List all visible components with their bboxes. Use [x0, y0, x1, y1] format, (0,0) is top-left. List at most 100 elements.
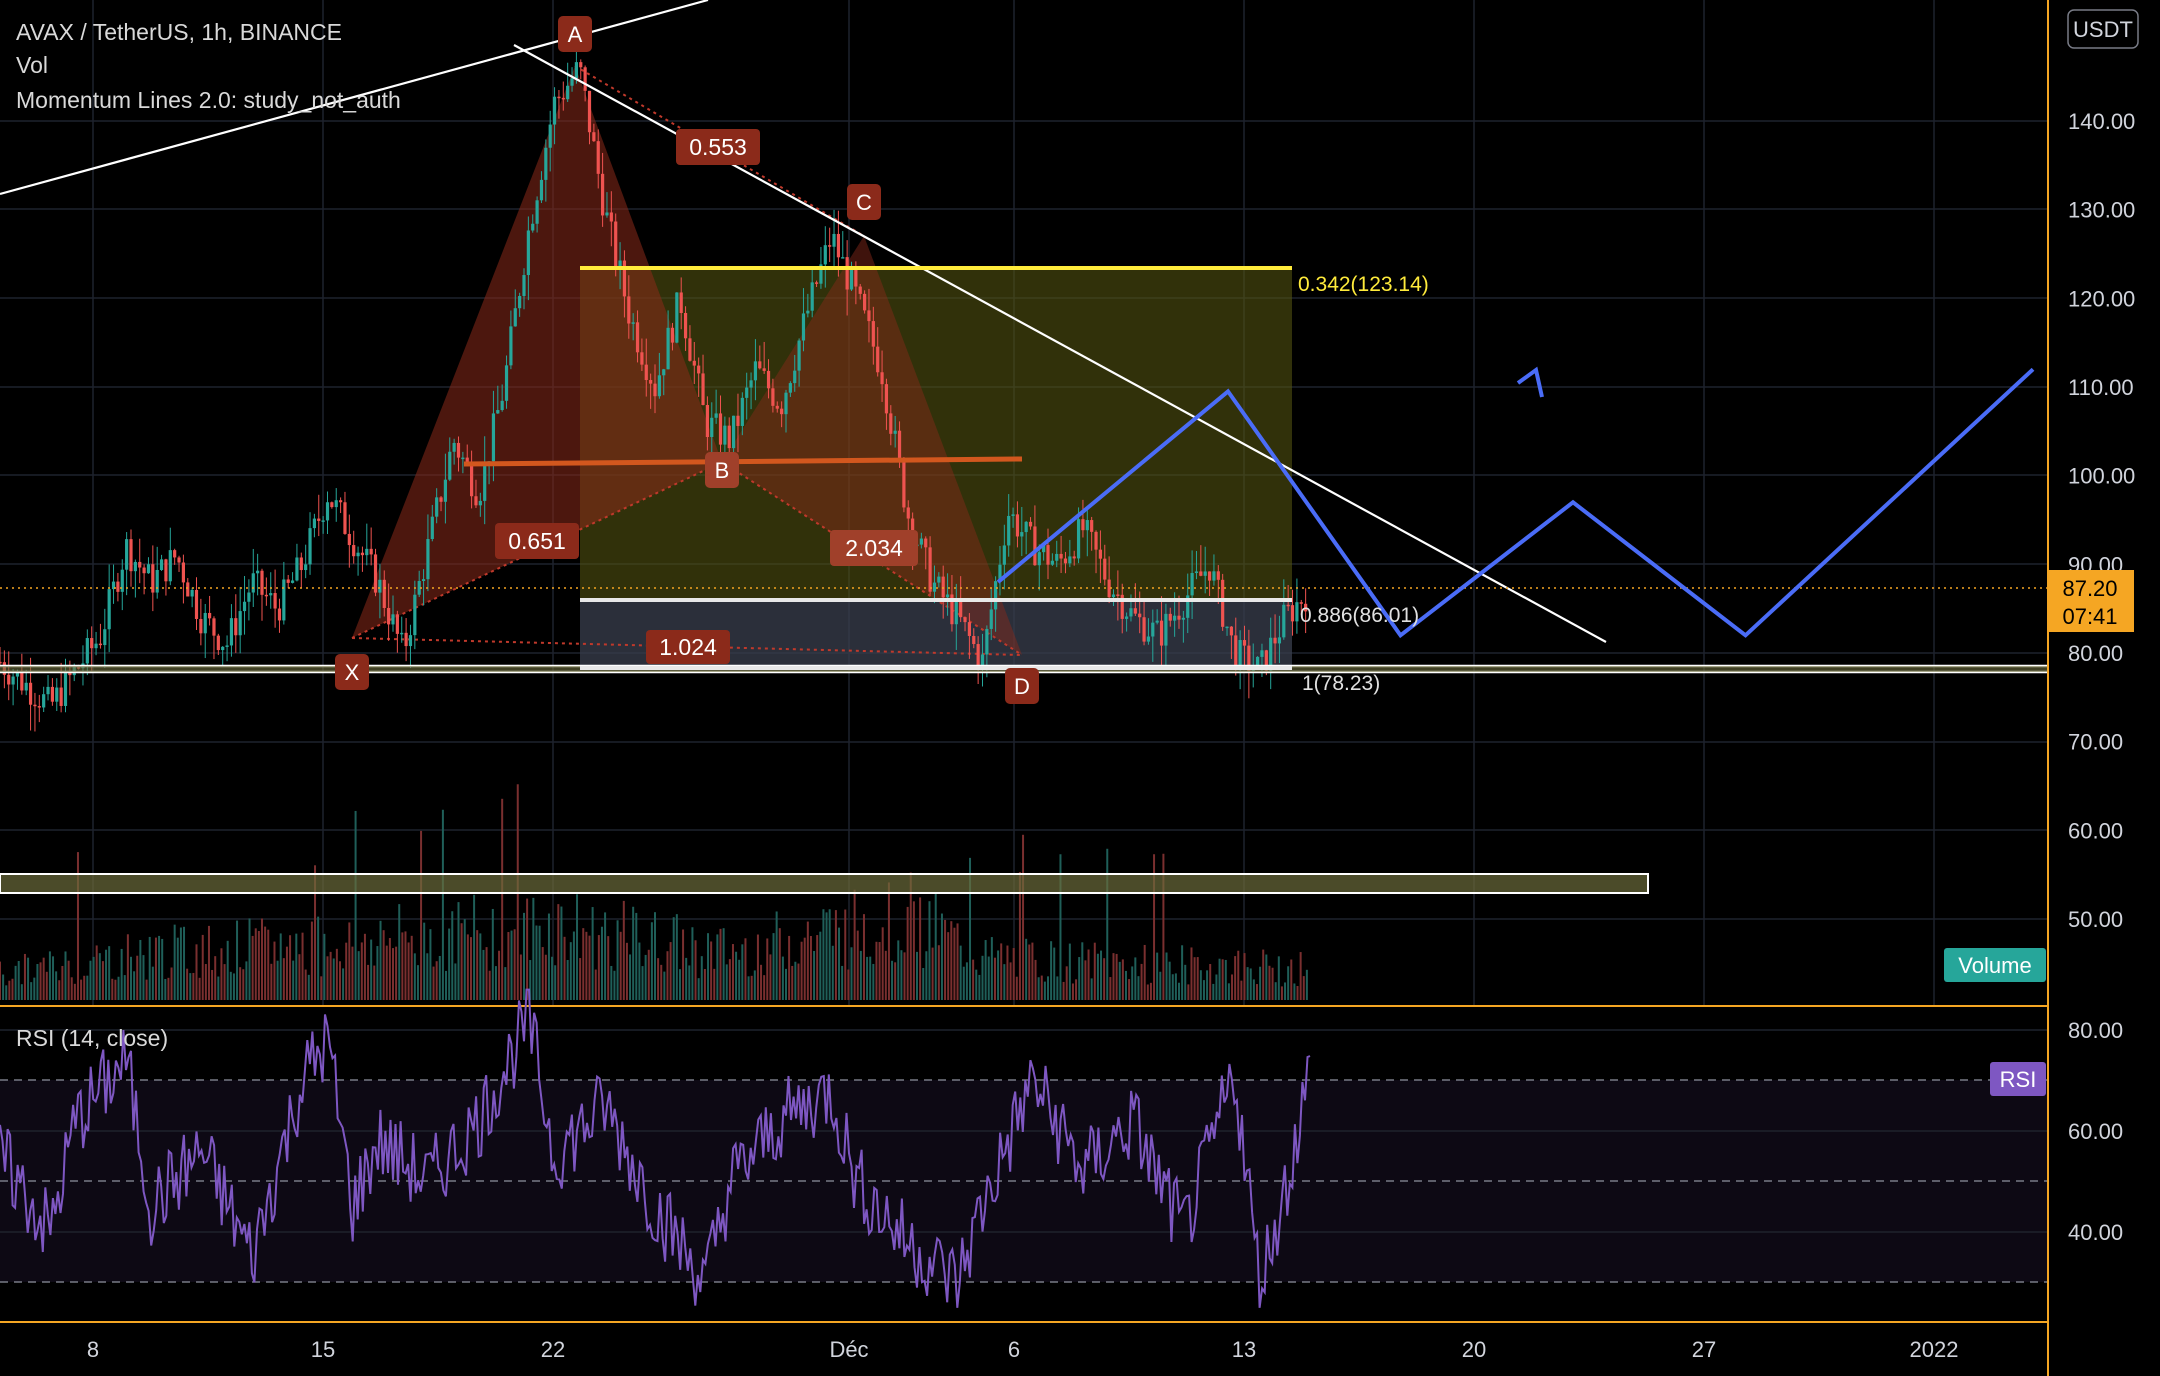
volume-bar: [242, 969, 245, 1000]
ratio-label-2034: 2.034: [830, 530, 918, 566]
volume-badge: Volume: [1944, 948, 2046, 982]
volume-bar: [189, 973, 192, 1000]
rsi-grid: [0, 1029, 2048, 1233]
candle-body: [1055, 553, 1059, 561]
fib-label-1: 1(78.23): [1302, 672, 1380, 695]
volume-bar: [373, 965, 376, 1000]
pattern-point-b[interactable]: B: [705, 452, 739, 488]
pattern-point-a[interactable]: A: [558, 16, 592, 52]
volume-bar: [1187, 984, 1190, 1000]
volume-bar: [797, 963, 800, 1000]
pattern-point-d[interactable]: D: [1005, 668, 1039, 704]
volume-bar: [657, 958, 660, 1000]
candle-body: [780, 408, 784, 415]
svg-text:D: D: [1014, 674, 1030, 699]
candle-body: [290, 580, 295, 583]
volume-bar: [186, 968, 189, 1000]
candle-body: [11, 676, 15, 685]
volume-bar: [950, 921, 953, 1000]
volume-bar: [881, 927, 884, 1000]
indicator-momentum-label[interactable]: Momentum Lines 2.0: study_not_auth: [16, 87, 401, 113]
candle-body: [474, 496, 478, 506]
candle-body: [421, 579, 426, 581]
volume-bar: [1075, 979, 1078, 1000]
pattern-point-c[interactable]: C: [847, 184, 881, 220]
candle-body: [269, 593, 273, 596]
volume-bar: [953, 927, 956, 1000]
volume-bar: [61, 965, 64, 1000]
volume-bar: [363, 933, 366, 1000]
candle-body: [229, 618, 234, 646]
volume-bar: [791, 965, 794, 1000]
candle-body: [1033, 526, 1037, 566]
pattern-point-x[interactable]: X: [335, 654, 369, 690]
candle-body: [417, 580, 421, 595]
volume-bar: [1174, 973, 1177, 1000]
volume-bar: [688, 965, 691, 1000]
ratio-label-0553: 0.553: [676, 129, 760, 165]
candle-body: [365, 548, 369, 556]
candle-body: [793, 370, 797, 384]
volume-bar: [856, 930, 859, 1000]
rsi-title[interactable]: RSI (14, close): [16, 1025, 168, 1051]
candle-body: [697, 365, 701, 374]
candle-body: [849, 268, 854, 290]
candle-body: [758, 361, 762, 369]
volume-bar: [529, 960, 532, 1000]
volume-bar: [1274, 982, 1277, 1000]
volume-bar: [697, 978, 700, 1000]
volume-bar: [158, 935, 161, 1000]
volume-bar: [716, 934, 719, 1000]
volume-bar: [367, 964, 370, 1000]
volume-bar: [460, 923, 463, 1000]
candle-body: [42, 694, 46, 708]
volume-bar: [507, 932, 510, 1000]
candle-body: [203, 612, 207, 634]
volume-bar: [55, 971, 58, 1000]
projection-path[interactable]: [996, 367, 2035, 639]
volume-bar: [1050, 941, 1053, 1000]
volume-bar: [772, 933, 775, 1000]
candle-body: [871, 321, 875, 347]
candle-body: [579, 62, 583, 68]
demand-zone-rect[interactable]: [0, 873, 1649, 894]
candle-body: [518, 296, 522, 309]
volume-bar: [1221, 959, 1224, 1000]
volume-bar: [1047, 976, 1049, 1000]
candle-body: [33, 704, 37, 707]
ratio-label-0651: 0.651: [495, 523, 579, 559]
candle-body: [439, 497, 443, 502]
price-tick: 130.00: [2068, 198, 2135, 223]
volume-bar: [641, 966, 644, 1000]
b-level-line[interactable]: [463, 456, 1023, 467]
volume-bar: [600, 926, 603, 1000]
time-tick: 20: [1462, 1337, 1486, 1362]
currency-badge[interactable]: USDT: [2067, 9, 2139, 49]
volume-bar: [398, 904, 401, 1000]
candle-body: [98, 643, 103, 646]
symbol-title[interactable]: AVAX / TetherUS, 1h, BINANCE: [16, 19, 342, 45]
volume-bar: [916, 951, 918, 1000]
volume-bar: [800, 941, 803, 1000]
volume-bar: [248, 918, 251, 1000]
candle-body: [653, 383, 657, 397]
candle-body: [159, 559, 164, 570]
volume-bar: [170, 967, 173, 1000]
candle-body: [430, 516, 434, 540]
svg-text:0.651: 0.651: [508, 528, 566, 554]
candle-body: [705, 405, 709, 438]
volume-bar: [944, 919, 947, 1000]
candle-body: [312, 518, 316, 529]
volume-bar: [1287, 966, 1290, 1000]
volume-bar: [1181, 945, 1184, 1000]
candle-body: [199, 618, 203, 634]
candle-body: [753, 361, 758, 381]
candle-body: [1111, 594, 1116, 598]
volume-bar: [285, 946, 288, 1000]
volume-bar: [1106, 848, 1109, 1000]
candle-body: [286, 579, 290, 583]
volume-bar: [382, 930, 385, 1000]
volume-bar: [685, 957, 688, 1000]
indicator-vol-label[interactable]: Vol: [16, 52, 48, 78]
